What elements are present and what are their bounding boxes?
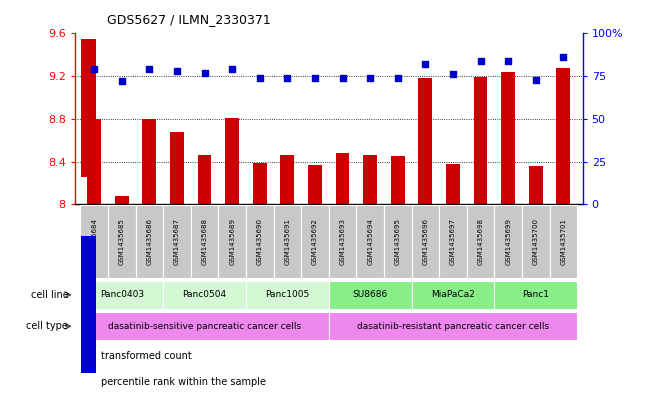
Text: GSM1435692: GSM1435692	[312, 218, 318, 265]
Bar	[246, 281, 329, 309]
Bar	[143, 119, 156, 204]
Text: GSM1435695: GSM1435695	[395, 218, 401, 265]
Point	[255, 75, 265, 81]
Point	[310, 75, 320, 81]
Bar	[115, 196, 129, 204]
Bar	[467, 205, 494, 278]
Text: cell line: cell line	[31, 290, 68, 300]
Text: cell type: cell type	[27, 321, 68, 331]
Bar	[494, 281, 577, 309]
Text: GSM1435696: GSM1435696	[422, 218, 428, 265]
Text: GSM1435687: GSM1435687	[174, 218, 180, 265]
Text: GSM1435693: GSM1435693	[340, 218, 346, 265]
Bar	[522, 205, 549, 278]
Text: GSM1435686: GSM1435686	[146, 218, 152, 265]
Bar	[218, 205, 246, 278]
Text: SU8686: SU8686	[353, 290, 388, 299]
Bar	[163, 281, 246, 309]
Text: MiaPaCa2: MiaPaCa2	[431, 290, 475, 299]
Point	[393, 75, 403, 81]
Bar	[439, 205, 467, 278]
Point	[227, 66, 238, 72]
Point	[117, 78, 127, 84]
Bar	[163, 205, 191, 278]
Text: Panc0403: Panc0403	[100, 290, 144, 299]
Point	[199, 70, 210, 76]
Bar	[474, 77, 488, 204]
Text: dasatinib-sensitive pancreatic cancer cells: dasatinib-sensitive pancreatic cancer ce…	[108, 322, 301, 331]
Bar	[411, 281, 494, 309]
Text: GSM1435684: GSM1435684	[91, 218, 97, 265]
Bar	[557, 68, 570, 204]
Point	[448, 71, 458, 77]
Point	[531, 76, 541, 83]
Bar	[225, 118, 239, 204]
Bar	[81, 236, 96, 373]
Point	[365, 75, 376, 81]
Bar	[301, 205, 329, 278]
Text: percentile rank within the sample: percentile rank within the sample	[101, 377, 266, 387]
Point	[172, 68, 182, 74]
Text: GSM1435694: GSM1435694	[367, 218, 373, 265]
Text: transformed count: transformed count	[101, 351, 191, 361]
Text: GSM1435689: GSM1435689	[229, 218, 235, 265]
Text: GSM1435685: GSM1435685	[118, 218, 125, 265]
Bar	[308, 165, 322, 204]
Bar	[391, 156, 405, 204]
Bar	[80, 205, 108, 278]
Bar	[501, 72, 515, 204]
Point	[144, 66, 154, 72]
Text: GSM1435701: GSM1435701	[561, 218, 566, 265]
Bar	[191, 205, 218, 278]
Text: GSM1435690: GSM1435690	[256, 218, 263, 265]
Point	[89, 66, 100, 72]
Bar	[494, 205, 522, 278]
Bar	[329, 281, 411, 309]
Bar	[198, 155, 212, 204]
Bar	[81, 39, 96, 177]
Text: GDS5627 / ILMN_2330371: GDS5627 / ILMN_2330371	[107, 13, 271, 26]
Text: GSM1435691: GSM1435691	[284, 218, 290, 265]
Point	[558, 54, 568, 61]
Bar	[135, 205, 163, 278]
Bar	[336, 153, 350, 204]
Bar	[80, 312, 329, 340]
Bar	[356, 205, 384, 278]
Point	[420, 61, 430, 67]
Bar	[253, 163, 267, 204]
Bar	[549, 205, 577, 278]
Bar	[80, 281, 163, 309]
Point	[503, 58, 514, 64]
Bar	[170, 132, 184, 204]
Bar	[281, 155, 294, 204]
Point	[282, 75, 292, 81]
Bar	[529, 166, 543, 204]
Point	[475, 58, 486, 64]
Bar	[329, 312, 577, 340]
Text: dasatinib-resistant pancreatic cancer cells: dasatinib-resistant pancreatic cancer ce…	[357, 322, 549, 331]
Bar	[446, 164, 460, 204]
Bar	[411, 205, 439, 278]
Point	[337, 75, 348, 81]
Text: Panc1: Panc1	[522, 290, 549, 299]
Bar	[108, 205, 135, 278]
Text: GSM1435699: GSM1435699	[505, 218, 511, 265]
Text: GSM1435698: GSM1435698	[478, 218, 484, 265]
Text: GSM1435688: GSM1435688	[202, 218, 208, 265]
Text: Panc1005: Panc1005	[265, 290, 309, 299]
Bar	[419, 78, 432, 204]
Bar	[87, 119, 101, 204]
Text: Panc0504: Panc0504	[182, 290, 227, 299]
Bar	[363, 155, 377, 204]
Bar	[246, 205, 273, 278]
Bar	[273, 205, 301, 278]
Text: GSM1435697: GSM1435697	[450, 218, 456, 265]
Bar	[329, 205, 356, 278]
Text: GSM1435700: GSM1435700	[533, 218, 539, 265]
Bar	[384, 205, 411, 278]
